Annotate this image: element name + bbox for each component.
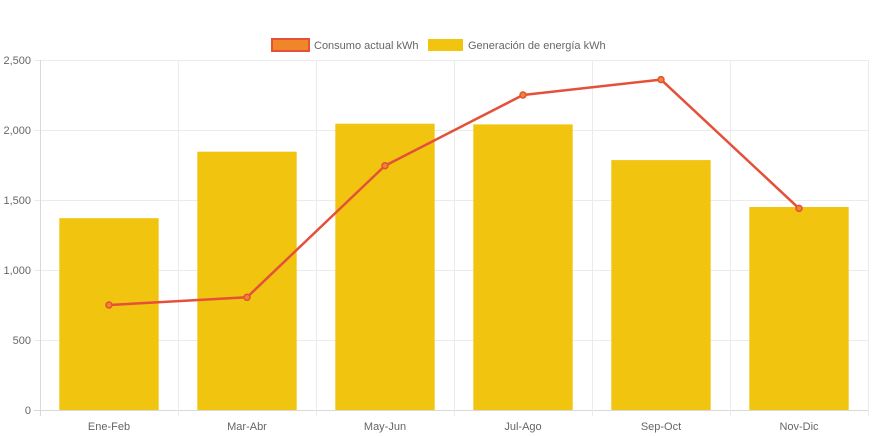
consumo-line xyxy=(108,78,800,307)
y-tick-label: 1,500 xyxy=(3,195,31,207)
y-tick-label: 0 xyxy=(25,405,31,417)
line-point-ene-feb xyxy=(105,301,113,309)
line-point-jul-ago xyxy=(519,91,527,99)
x-axis: Ene-Feb Mar-Abr May-Jun Jul-Ago Sep-Oct Nov-D… xyxy=(88,421,819,433)
line-point-mar-abr xyxy=(243,293,251,302)
y-tick-label: 2,000 xyxy=(3,125,31,137)
bar-jul-ago xyxy=(473,124,573,411)
line-point-nov-dic xyxy=(795,204,803,213)
x-tick-label: May-Jun xyxy=(364,421,406,433)
bar-ene-feb xyxy=(59,218,159,410)
bar-may-jun xyxy=(335,123,435,410)
bar-nov-dic xyxy=(749,207,849,410)
legend-item-consumo[interactable]: Consumo actual kWh xyxy=(271,38,419,52)
y-tick-label: 2,500 xyxy=(3,55,31,67)
bar-mar-abr xyxy=(197,151,297,410)
grid xyxy=(34,60,869,416)
bar-sep-oct xyxy=(611,160,711,410)
line-point-may-jun xyxy=(381,161,389,170)
x-tick-label: Sep-Oct xyxy=(641,421,681,433)
x-tick-label: Nov-Dic xyxy=(779,421,819,433)
y-tick-label: 500 xyxy=(13,335,31,347)
legend-item-generacion[interactable]: Generación de energía kWh xyxy=(428,39,606,52)
legend-label-consumo: Consumo actual kWh xyxy=(314,40,419,52)
legend: Consumo actual kWh Generación de energía… xyxy=(271,38,606,52)
legend-label-generacion: Generación de energía kWh xyxy=(468,40,606,52)
line-series xyxy=(105,75,803,309)
y-axis: 0 500 1,000 1,500 2,000 2,500 xyxy=(3,55,31,417)
legend-swatch-consumo xyxy=(271,38,310,52)
x-tick-label: Ene-Feb xyxy=(88,421,130,433)
line-point-sep-oct xyxy=(657,75,665,84)
x-tick-label: Jul-Ago xyxy=(504,421,541,433)
legend-swatch-generacion xyxy=(428,39,463,51)
y-tick-label: 1,000 xyxy=(3,265,31,277)
bar-series xyxy=(59,123,849,411)
x-tick-label: Mar-Abr xyxy=(227,421,267,433)
